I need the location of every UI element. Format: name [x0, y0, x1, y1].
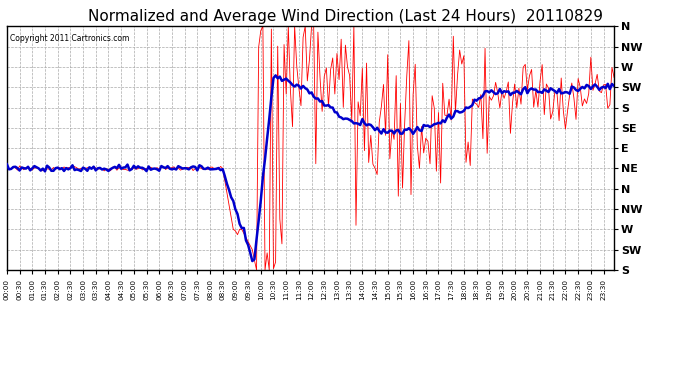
Text: Copyright 2011 Cartronics.com: Copyright 2011 Cartronics.com	[10, 34, 129, 43]
Text: Normalized and Average Wind Direction (Last 24 Hours)  20110829: Normalized and Average Wind Direction (L…	[88, 9, 602, 24]
